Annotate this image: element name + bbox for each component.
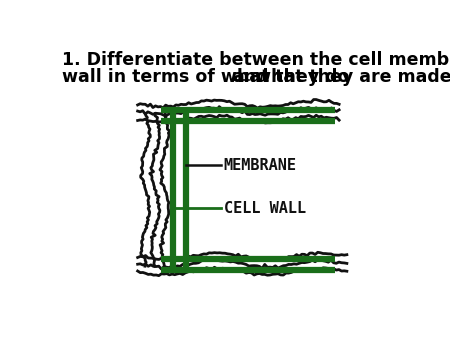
Text: wall in terms of what they do: wall in terms of what they do: [63, 68, 356, 86]
Text: what they are made from.: what they are made from.: [249, 68, 450, 86]
Text: CELL WALL: CELL WALL: [224, 201, 306, 216]
Text: 1. Differentiate between the cell membrane and the cell: 1. Differentiate between the cell membra…: [63, 51, 450, 69]
Text: and: and: [232, 68, 269, 86]
Text: MEMBRANE: MEMBRANE: [224, 158, 297, 173]
